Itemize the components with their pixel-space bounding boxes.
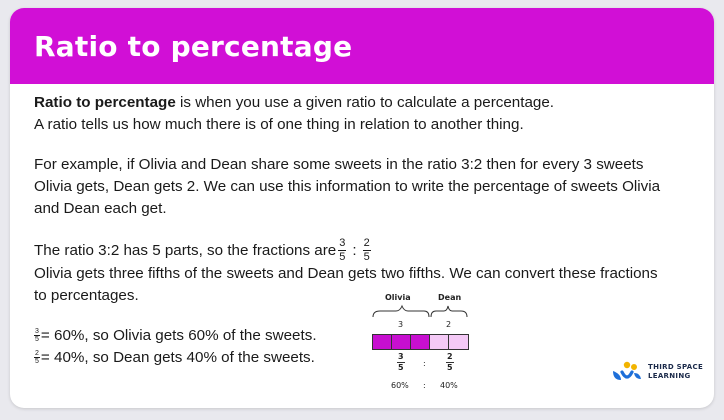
- fractions-intro: The ratio 3:2 has 5 parts, so the fracti…: [34, 241, 337, 259]
- diagram-olivia-numerator: 3: [397, 352, 405, 363]
- fractions-line2: Olivia gets three fifths of the sweets a…: [34, 265, 658, 282]
- ratio-bar: [372, 334, 469, 350]
- diagram-dean-numerator: 2: [446, 352, 454, 363]
- intro-term: Ratio to percentage: [34, 94, 176, 111]
- dean-result-denominator: 5: [35, 358, 39, 366]
- logo-wordmark: THIRD SPACE LEARNING: [648, 363, 703, 381]
- dean-segment: [430, 335, 449, 349]
- olivia-segment: [411, 335, 430, 349]
- logo-line1: THIRD SPACE: [648, 363, 704, 371]
- lesson-body: Ratio to percentage is when you use a gi…: [34, 92, 694, 369]
- logo-line2: LEARNING: [648, 372, 691, 380]
- dean-fraction-denominator: 5: [363, 251, 370, 263]
- dean-result-numerator: 2: [34, 350, 40, 359]
- fractions-line1: The ratio 3:2 has 5 parts, so the fracti…: [34, 238, 694, 263]
- olivia-fraction-denominator: 5: [339, 251, 346, 263]
- olivia-result-numerator: 3: [34, 328, 40, 337]
- diagram-olivia-percent: 60%: [391, 381, 409, 390]
- dean-result: 2 5 = 40%, so Dean gets 40% of the sweets.: [34, 347, 694, 369]
- third-space-learning-logo: THIRD SPACE LEARNING: [610, 360, 703, 384]
- page-title: Ratio to percentage: [34, 29, 353, 63]
- intro-definition: Ratio to percentage is when you use a gi…: [34, 92, 694, 114]
- example-line2: Olivia gets, Dean gets 2. We can use thi…: [34, 178, 661, 195]
- olivia-segment: [392, 335, 411, 349]
- ratio-colon: :: [352, 241, 357, 259]
- olivia-result-denominator: 5: [35, 336, 39, 344]
- olivia-result: 3 5 = 60%, so Olivia gets 60% of the sweet…: [34, 325, 694, 347]
- dean-brace: [430, 305, 468, 318]
- intro-definition-text: is when you use a given ratio to calcula…: [175, 94, 555, 111]
- olivia-brace: [372, 304, 430, 318]
- example-line3: and Dean each get.: [34, 200, 167, 217]
- diagram-olivia-parts: 3: [398, 320, 404, 329]
- diagram-dean-parts: 2: [446, 320, 452, 329]
- olivia-fraction-numerator: 3: [338, 237, 347, 251]
- intro-line2: A ratio tells us how much there is of on…: [34, 116, 524, 133]
- dean-result-text: = 40%, so Dean gets 40% of the sweets.: [40, 349, 315, 366]
- diagram-olivia-label: Olivia: [385, 293, 411, 302]
- diagram-braces: [372, 304, 468, 318]
- example-line1: For example, if Olivia and Dean share so…: [34, 156, 644, 173]
- lesson-card: Ratio to percentage Ratio to percentage …: [10, 8, 714, 408]
- dean-segment: [449, 335, 468, 349]
- third-space-learning-logo-icon: [613, 361, 641, 380]
- fractions-line3: to percentages.: [34, 287, 139, 304]
- diagram-dean-label: Dean: [438, 293, 462, 302]
- dean-fraction-numerator: 2: [362, 237, 371, 251]
- olivia-result-text: = 60%, so Olivia gets 60% of the sweets.: [40, 327, 317, 344]
- diagram-dean-denominator: 5: [447, 363, 453, 372]
- diagram-dean-percent: 40%: [440, 381, 458, 390]
- diagram-colon: :: [423, 359, 426, 368]
- olivia-segment: [373, 335, 392, 349]
- diagram-colon-2: :: [423, 381, 426, 390]
- header-bar: Ratio to percentage: [10, 8, 714, 84]
- diagram-olivia-denominator: 5: [398, 363, 404, 372]
